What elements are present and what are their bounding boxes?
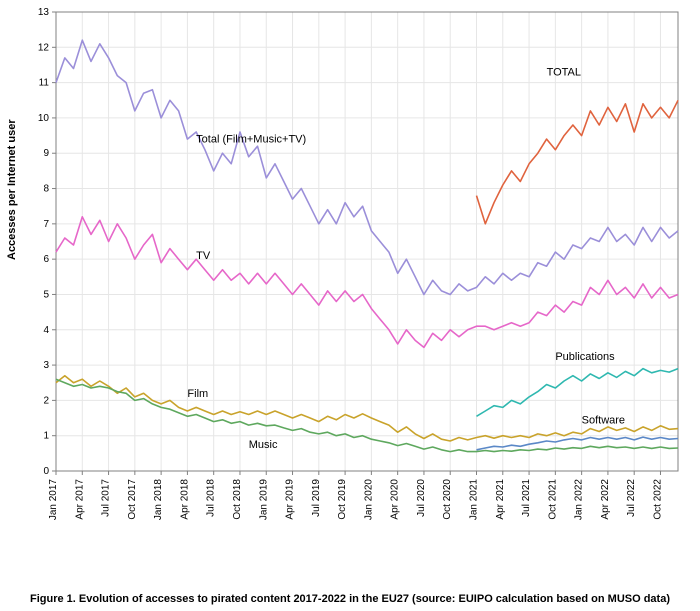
svg-text:7: 7 bbox=[43, 219, 49, 230]
svg-text:9: 9 bbox=[43, 148, 49, 159]
svg-text:Apr 2018: Apr 2018 bbox=[179, 479, 190, 520]
svg-text:Oct 2017: Oct 2017 bbox=[127, 479, 138, 520]
series-label-Music: Music bbox=[249, 439, 278, 451]
svg-text:Apr 2021: Apr 2021 bbox=[495, 479, 506, 520]
svg-text:Oct 2022: Oct 2022 bbox=[652, 479, 663, 520]
svg-text:Oct 2021: Oct 2021 bbox=[547, 479, 558, 520]
svg-text:Jul 2022: Jul 2022 bbox=[626, 479, 637, 517]
svg-text:Apr 2019: Apr 2019 bbox=[285, 479, 296, 520]
svg-text:8: 8 bbox=[43, 184, 49, 195]
figure-caption: Figure 1. Evolution of accesses to pirat… bbox=[30, 592, 670, 607]
y-axis-label: Accesses per Internet user bbox=[6, 119, 18, 260]
series-label-TV: TV bbox=[196, 250, 211, 262]
svg-text:Jan 2019: Jan 2019 bbox=[258, 479, 269, 521]
svg-text:Oct 2018: Oct 2018 bbox=[232, 479, 243, 520]
svg-text:0: 0 bbox=[43, 466, 49, 477]
series-label-Total (Film+Music+TV): Total (Film+Music+TV) bbox=[196, 134, 306, 146]
svg-text:Oct 2019: Oct 2019 bbox=[337, 479, 348, 520]
svg-text:11: 11 bbox=[39, 78, 50, 89]
svg-text:1: 1 bbox=[43, 431, 49, 442]
svg-text:Jan 2017: Jan 2017 bbox=[48, 479, 59, 521]
svg-text:6: 6 bbox=[43, 254, 49, 265]
svg-text:Jul 2021: Jul 2021 bbox=[521, 479, 532, 517]
series-label-TOTAL: TOTAL bbox=[547, 67, 581, 79]
series-label-Software: Software bbox=[582, 414, 625, 426]
svg-text:Jul 2018: Jul 2018 bbox=[206, 479, 217, 517]
svg-text:Apr 2017: Apr 2017 bbox=[74, 479, 85, 520]
svg-text:3: 3 bbox=[43, 360, 49, 371]
svg-text:Apr 2022: Apr 2022 bbox=[600, 479, 611, 520]
svg-text:4: 4 bbox=[43, 325, 49, 336]
piracy-chart: 012345678910111213Jan 2017Apr 2017Jul 20… bbox=[0, 0, 700, 611]
svg-text:Jan 2020: Jan 2020 bbox=[363, 479, 374, 521]
svg-text:13: 13 bbox=[38, 7, 50, 18]
svg-text:5: 5 bbox=[43, 289, 49, 300]
svg-text:Oct 2020: Oct 2020 bbox=[442, 479, 453, 520]
svg-text:12: 12 bbox=[38, 42, 50, 53]
svg-text:Jul 2017: Jul 2017 bbox=[101, 479, 112, 517]
svg-text:Jul 2020: Jul 2020 bbox=[416, 479, 427, 517]
svg-text:Jan 2018: Jan 2018 bbox=[153, 479, 164, 521]
svg-text:2: 2 bbox=[43, 395, 49, 406]
svg-text:Jul 2019: Jul 2019 bbox=[311, 479, 322, 517]
svg-text:Jan 2021: Jan 2021 bbox=[469, 479, 480, 521]
svg-text:10: 10 bbox=[38, 113, 50, 124]
series-label-Publications: Publications bbox=[555, 351, 615, 363]
series-label-Film: Film bbox=[187, 388, 208, 400]
svg-text:Apr 2020: Apr 2020 bbox=[390, 479, 401, 520]
svg-text:Jan 2022: Jan 2022 bbox=[574, 479, 585, 521]
